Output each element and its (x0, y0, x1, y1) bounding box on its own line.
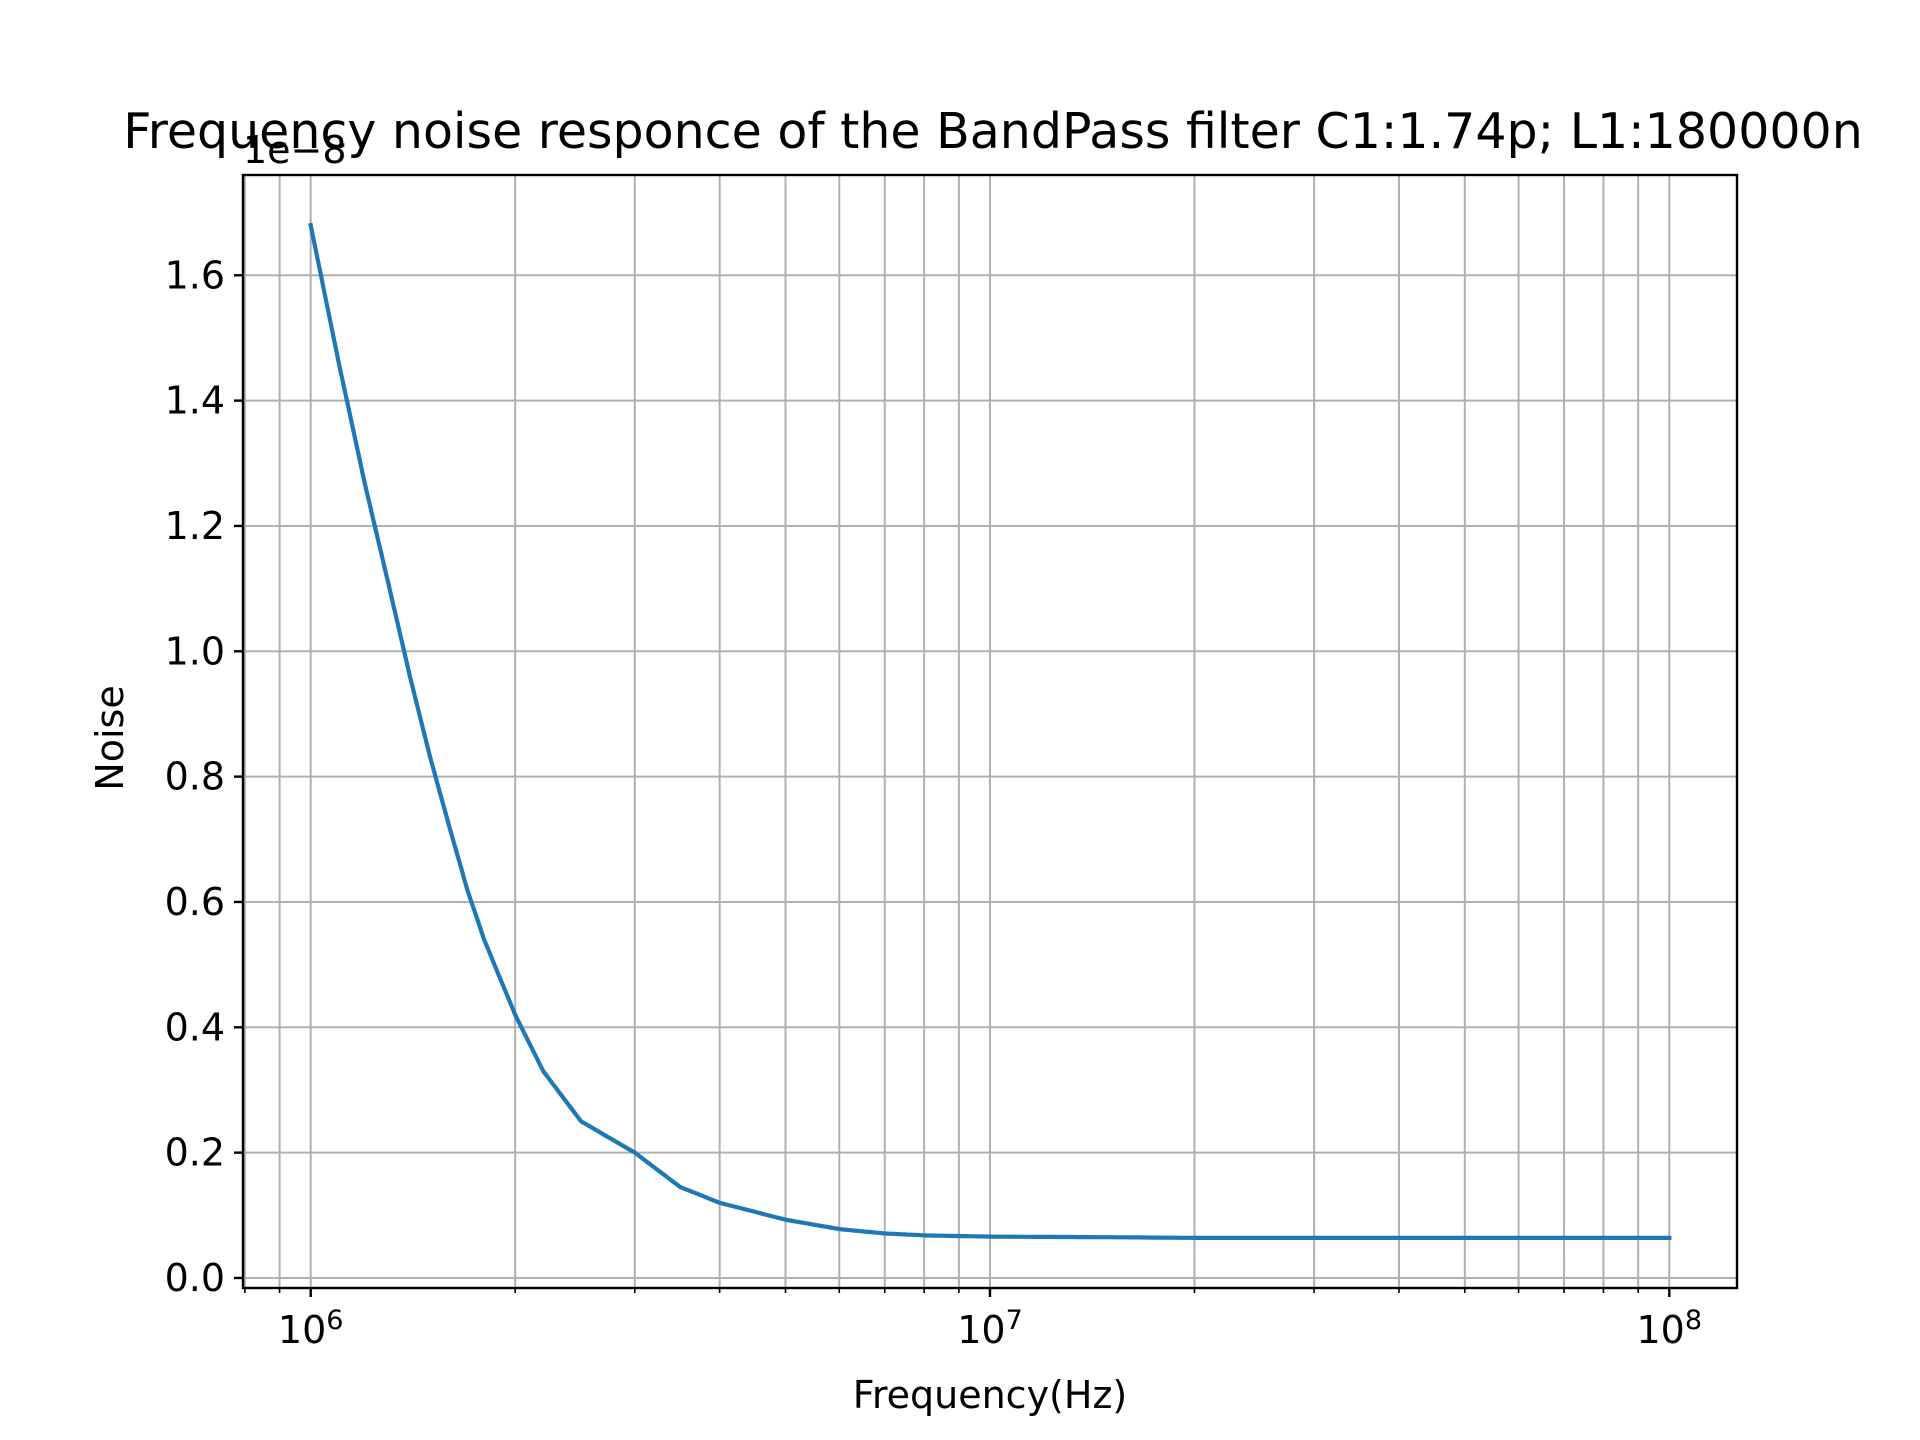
series-line-noise (308, 222, 1672, 1240)
y-axis-label: Noise (88, 685, 132, 790)
y-offset-label: 1e−8 (243, 128, 347, 172)
x-tick-label: 108 (1637, 1305, 1703, 1352)
y-tick-label: 1.4 (165, 379, 225, 423)
y-tick-label: 1.2 (165, 504, 225, 548)
y-tick-label: 0.2 (165, 1131, 225, 1175)
chart-title: Frequency noise responce of the BandPass… (123, 103, 1863, 160)
x-axis-label: Frequency(Hz) (853, 1373, 1127, 1417)
x-tick-label: 107 (957, 1305, 1023, 1352)
ticks: 0.0 0.2 0.4 0.6 0.8 1.0 1.2 1.4 1.6 106 107 108 (165, 253, 1702, 1352)
x-tick-label: 106 (278, 1305, 344, 1352)
y-tick-label: 1.0 (165, 629, 225, 673)
series-layer (308, 222, 1672, 1240)
y-tick-label: 0.6 (165, 880, 225, 924)
y-tick-label: 0.4 (165, 1005, 225, 1049)
y-tick-label: 1.6 (165, 253, 225, 297)
y-tick-label: 0.8 (165, 755, 225, 799)
y-tick-label: 0.0 (165, 1256, 225, 1300)
grid (243, 175, 1737, 1288)
